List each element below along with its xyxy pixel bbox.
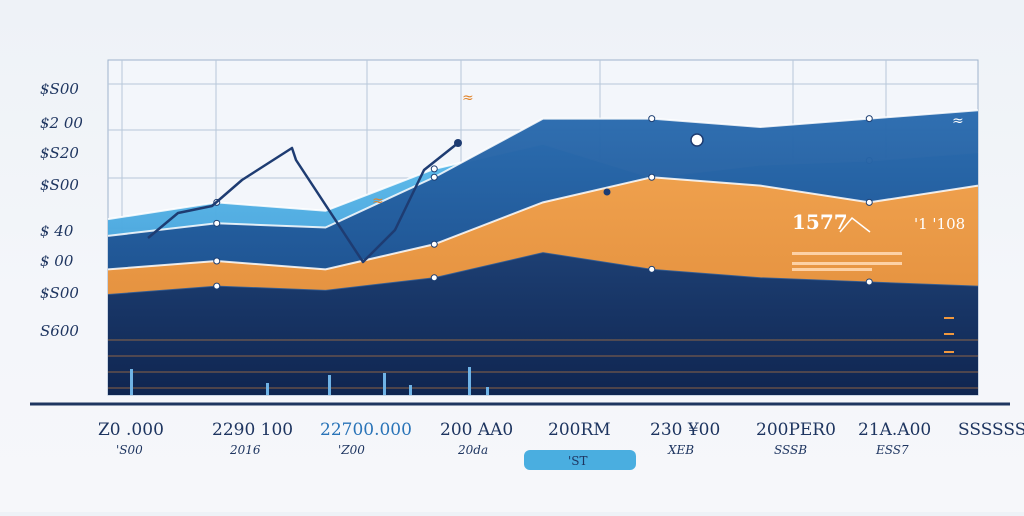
trend-line xyxy=(147,142,459,264)
annotation-glyph-mark: ≈ xyxy=(952,113,964,129)
x-tick-sublabel: XEB xyxy=(667,443,694,457)
x-tick-sublabel: 2016 xyxy=(229,443,261,457)
y-tick-label: $2 00 xyxy=(40,114,83,132)
x-tick-label: Z0 .000 xyxy=(98,420,164,440)
x-tick-sublabel: ESS7 xyxy=(875,443,909,457)
y-tick-label: $ 40 xyxy=(40,222,74,240)
x-tick-label: SSSSSS xyxy=(958,420,1024,440)
data-point xyxy=(213,219,221,227)
y-tick-label: S600 xyxy=(40,322,79,340)
data-point xyxy=(865,198,873,206)
data-point xyxy=(213,282,221,290)
highlight-pill xyxy=(524,450,636,470)
annotation-peak-glyph xyxy=(839,216,871,233)
x-tick-sublabel: 'S00 xyxy=(116,443,143,457)
annotation-text-line xyxy=(792,252,902,255)
annotation-right-number: '1 '108 xyxy=(914,215,965,233)
data-point xyxy=(648,173,656,181)
base-bar xyxy=(383,373,386,395)
series-line-2 xyxy=(107,109,979,237)
trend-line-endpoint xyxy=(454,139,462,147)
highlight-pill-label: 'ST xyxy=(568,454,588,468)
area-series-4 xyxy=(108,252,978,395)
base-bar xyxy=(130,369,133,395)
annotation-text-line xyxy=(792,268,872,271)
x-tick-sublabel: SSSB xyxy=(774,443,807,457)
x-tick-label: 200PER0 xyxy=(756,420,836,440)
x-tick-label: 200 AA0 xyxy=(440,420,513,440)
y-tick-label: $S00 xyxy=(40,284,79,302)
y-tick-label: $S00 xyxy=(40,176,79,194)
x-tick-sublabel: 20da xyxy=(457,443,488,457)
x-tick-label: 2290 100 xyxy=(212,420,293,440)
y-tick-label: $ 00 xyxy=(40,252,74,270)
data-point xyxy=(648,115,656,123)
data-point xyxy=(865,115,873,123)
annotation-glyph-mark: ≈ xyxy=(372,193,384,209)
data-point xyxy=(430,274,438,282)
data-point xyxy=(430,240,438,248)
y-tick-label: $S00 xyxy=(40,80,79,98)
data-point xyxy=(430,165,438,173)
x-tick-sublabel: 'Z00 xyxy=(338,443,365,457)
annotation-glyph-mark: ≈ xyxy=(462,90,474,106)
base-bar xyxy=(468,367,471,395)
y-tick-label: $S20 xyxy=(40,144,79,162)
data-point xyxy=(865,278,873,286)
base-bar xyxy=(266,383,269,395)
series-line-3 xyxy=(107,176,979,271)
base-bar xyxy=(328,375,331,395)
data-point xyxy=(430,173,438,181)
x-tick-label: 230 ¥00 xyxy=(650,420,720,440)
series-line-4 xyxy=(107,252,979,295)
x-tick-label: 200RM xyxy=(548,420,611,440)
data-point xyxy=(213,257,221,265)
highlight-point xyxy=(690,133,704,147)
highlight-point xyxy=(603,188,611,196)
base-bar xyxy=(409,385,412,395)
data-point xyxy=(648,265,656,273)
annotation-text-line xyxy=(792,262,902,265)
base-bar xyxy=(486,387,489,395)
x-tick-label: 21A.A00 xyxy=(858,420,931,440)
annotation-big-number: 1577 xyxy=(792,210,848,234)
x-tick-label: 22700.000 xyxy=(320,420,412,440)
